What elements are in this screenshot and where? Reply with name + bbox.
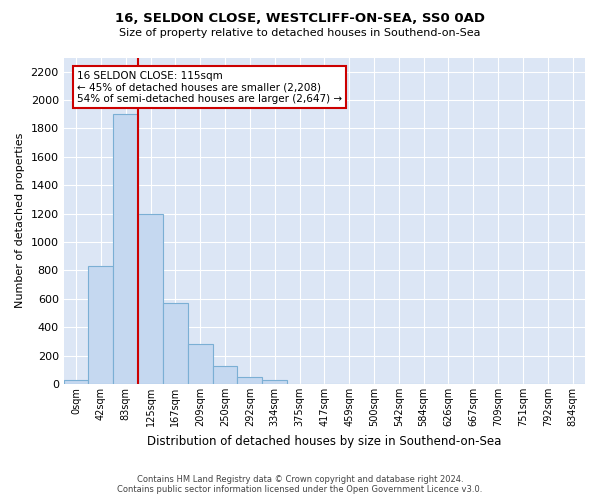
X-axis label: Distribution of detached houses by size in Southend-on-Sea: Distribution of detached houses by size … (147, 434, 502, 448)
Bar (138, 214, 163, 384)
Bar (262, 380, 287, 384)
Bar (64, 380, 88, 384)
Text: 16, SELDON CLOSE, WESTCLIFF-ON-SEA, SS0 0AD: 16, SELDON CLOSE, WESTCLIFF-ON-SEA, SS0 … (115, 12, 485, 26)
Bar (163, 303, 188, 384)
Text: Contains HM Land Registry data © Crown copyright and database right 2024.
Contai: Contains HM Land Registry data © Crown c… (118, 474, 482, 494)
Bar (113, 114, 138, 384)
Bar (88, 266, 113, 384)
Text: Size of property relative to detached houses in Southend-on-Sea: Size of property relative to detached ho… (119, 28, 481, 38)
Text: 16 SELDON CLOSE: 115sqm
← 45% of detached houses are smaller (2,208)
54% of semi: 16 SELDON CLOSE: 115sqm ← 45% of detache… (77, 70, 342, 104)
Bar (188, 344, 212, 384)
Y-axis label: Number of detached properties: Number of detached properties (15, 133, 25, 308)
Bar (238, 377, 262, 384)
Bar (212, 366, 238, 384)
